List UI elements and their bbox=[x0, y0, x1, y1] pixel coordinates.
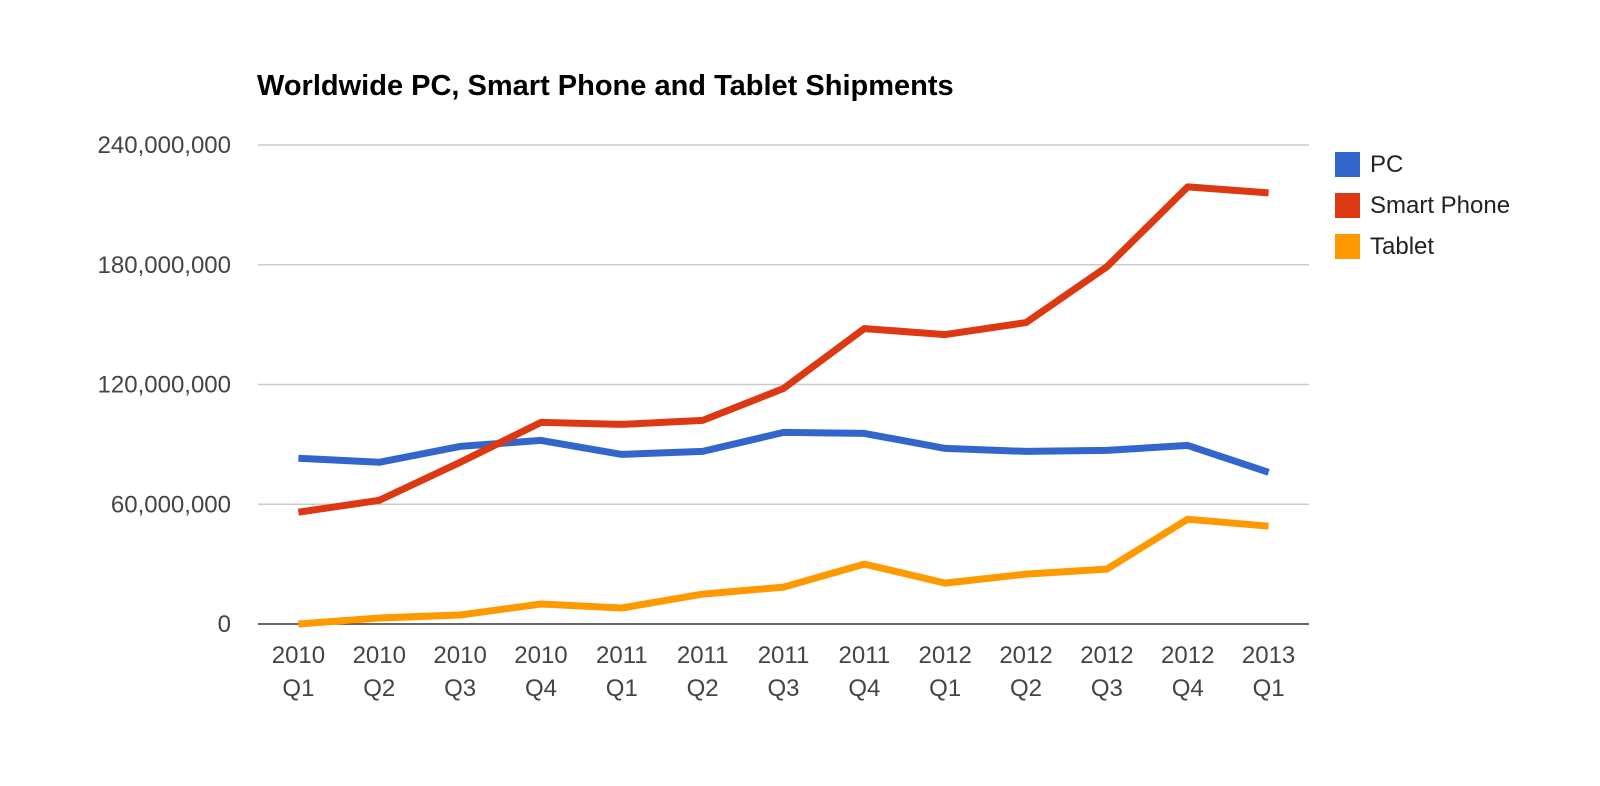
x-tick-label: Q3 bbox=[1091, 675, 1123, 702]
x-tick-label: Q4 bbox=[1172, 675, 1204, 702]
x-tick-label: Q4 bbox=[848, 675, 880, 702]
x-tick-label: 2011 bbox=[596, 642, 648, 669]
y-tick-label: 120,000,000 bbox=[98, 372, 231, 399]
x-tick-label: Q3 bbox=[767, 675, 799, 702]
x-tick-label: Q4 bbox=[525, 675, 557, 702]
x-tick-label: 2010 bbox=[353, 642, 406, 669]
x-tick-label: Q1 bbox=[282, 675, 314, 702]
x-tick-label: 2010 bbox=[514, 642, 567, 669]
x-tick-label: 2012 bbox=[1161, 642, 1214, 669]
x-tick-label: Q3 bbox=[444, 675, 476, 702]
x-tick-label: 2011 bbox=[839, 642, 891, 669]
series-line-smart-phone bbox=[297, 183, 1269, 516]
y-tick-label: 180,000,000 bbox=[98, 252, 231, 279]
x-tick-label: Q1 bbox=[606, 675, 638, 702]
y-tick-label: 60,000,000 bbox=[111, 491, 231, 518]
x-tick-label: 2011 bbox=[758, 642, 810, 669]
y-tick-label: 240,000,000 bbox=[98, 132, 231, 159]
legend-label: PC bbox=[1370, 150, 1404, 178]
x-tick-label: 2012 bbox=[1080, 642, 1133, 669]
x-tick-label: 2010 bbox=[433, 642, 486, 669]
x-tick-label: 2012 bbox=[918, 642, 971, 669]
legend-swatch bbox=[1335, 152, 1360, 177]
x-tick-label: Q2 bbox=[1010, 675, 1042, 702]
legend-swatch bbox=[1335, 193, 1360, 218]
legend-swatch bbox=[1335, 234, 1360, 259]
legend-label: Smart Phone bbox=[1370, 191, 1511, 219]
x-tick-label: Q1 bbox=[929, 675, 961, 702]
legend-label: Tablet bbox=[1370, 232, 1435, 260]
y-tick-label: 0 bbox=[218, 611, 231, 638]
x-tick-label: Q2 bbox=[687, 675, 719, 702]
x-tick-label: 2010 bbox=[272, 642, 325, 669]
series-line-tablet bbox=[298, 515, 1269, 628]
x-tick-label: Q2 bbox=[363, 675, 395, 702]
legend-item: Smart Phone bbox=[1335, 185, 1510, 226]
legend: PC Smart Phone Tablet bbox=[1335, 144, 1510, 267]
legend-item: PC bbox=[1335, 144, 1510, 185]
chart-title: Worldwide PC, Smart Phone and Tablet Shi… bbox=[257, 70, 954, 102]
x-tick-label: 2011 bbox=[677, 642, 729, 669]
x-tick-label: 2012 bbox=[999, 642, 1052, 669]
x-tick-label: 2013 bbox=[1242, 642, 1295, 669]
series-line-pc bbox=[298, 428, 1270, 476]
x-tick-label: Q1 bbox=[1253, 675, 1285, 702]
legend-item: Tablet bbox=[1335, 226, 1510, 267]
